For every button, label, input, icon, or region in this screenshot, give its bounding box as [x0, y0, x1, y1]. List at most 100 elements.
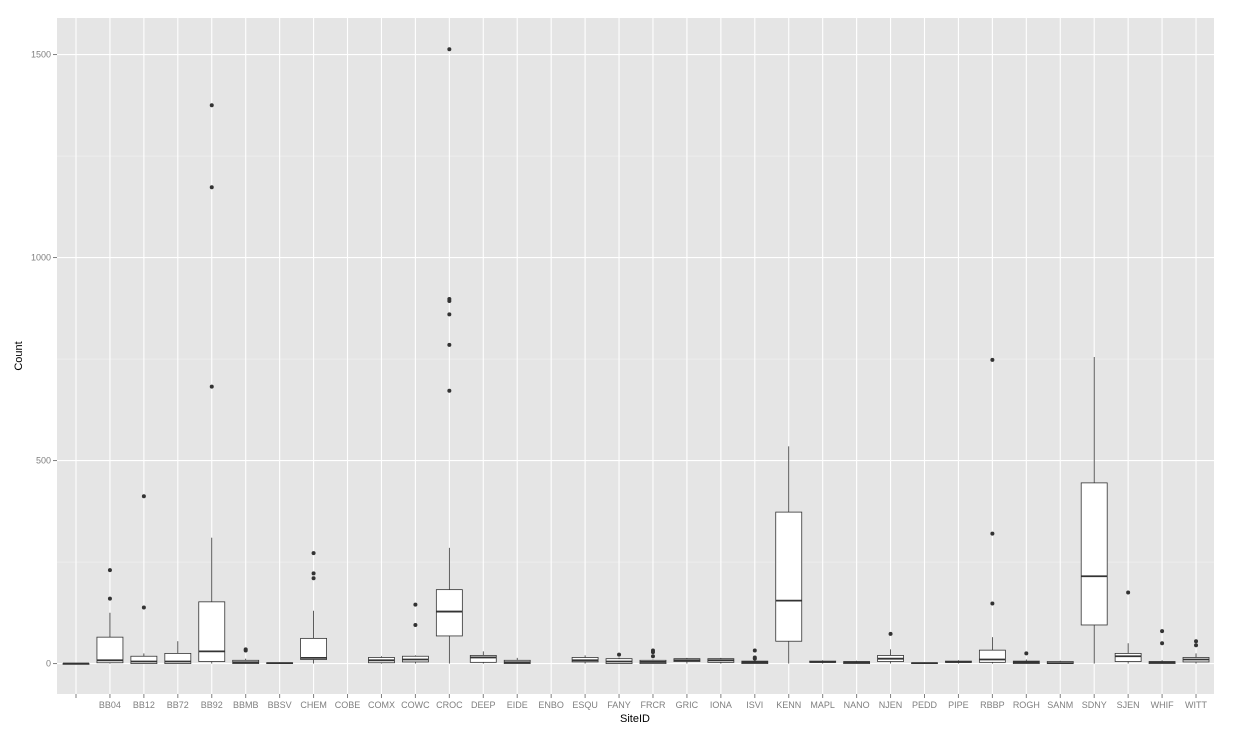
box-body	[435, 589, 463, 637]
box-isvi	[741, 648, 769, 664]
outlier-point	[413, 602, 418, 607]
x-tick-label: EIDE	[507, 700, 528, 710]
box-body	[198, 601, 226, 662]
box-comx	[368, 656, 395, 664]
outlier-point	[107, 568, 112, 573]
outlier-point	[752, 655, 757, 660]
box-pipe	[945, 660, 972, 664]
y-axis-title: Count	[13, 341, 25, 370]
boxes	[62, 47, 1210, 665]
outlier-point	[1160, 641, 1165, 646]
y-tick-label: 1500	[31, 50, 51, 60]
box-gric	[673, 657, 701, 664]
x-tick-label: WHIF	[1151, 700, 1174, 710]
box-bbsv	[266, 662, 294, 665]
y-tick-label: 500	[36, 456, 51, 466]
box-esqu	[571, 655, 599, 664]
box-bb72	[164, 641, 192, 664]
outlier-point	[141, 605, 146, 610]
x-tick-label: RBBP	[980, 700, 1005, 710]
x-tick-label: BB72	[167, 700, 189, 710]
box-chem	[300, 551, 327, 664]
x-tick-label: FANY	[607, 700, 631, 710]
outlier-point	[447, 388, 452, 393]
plot-panel	[57, 18, 1214, 694]
box-body	[164, 652, 192, 664]
x-tick-label: IONA	[710, 700, 732, 710]
outlier-point	[617, 652, 622, 657]
box-kenn	[775, 446, 803, 664]
x-tick-label: KENN	[776, 700, 801, 710]
box-body	[469, 655, 497, 663]
outlier-point	[311, 551, 316, 556]
x-tick-label: ENBO	[538, 700, 564, 710]
outlier-point	[888, 631, 893, 636]
box-witt	[1182, 639, 1210, 664]
outlier-point	[311, 576, 316, 581]
box-body	[300, 637, 327, 660]
outlier-point	[1024, 651, 1029, 656]
x-tick-label: DEEP	[471, 700, 496, 710]
x-tick-label: WITT	[1185, 700, 1207, 710]
box-eide	[503, 657, 531, 664]
box-frcr	[639, 648, 667, 664]
x-tick-label: BBMB	[233, 700, 259, 710]
outlier-point	[990, 601, 995, 606]
x-axis-title: SiteID	[620, 713, 650, 725]
outlier-point	[752, 648, 757, 653]
box-nano	[843, 660, 871, 664]
outlier-point	[990, 531, 995, 536]
box-mapl	[809, 660, 837, 664]
box-croc	[435, 47, 463, 664]
y-tick-label: 0	[46, 659, 51, 669]
outlier-point	[650, 654, 655, 659]
x-tick-label: COMX	[368, 700, 395, 710]
x-tick-label: BB12	[133, 700, 155, 710]
box-pedd	[911, 662, 938, 665]
box-body	[1114, 652, 1142, 662]
outlier-point	[447, 312, 452, 317]
outlier-point	[141, 494, 146, 499]
outlier-point	[1126, 590, 1131, 595]
box-rbbp	[978, 357, 1006, 664]
y-tick-label: 1000	[31, 253, 51, 263]
outlier-point	[107, 596, 112, 601]
box-bb92	[198, 103, 226, 664]
x-axis: BB04 BB12 BB72 BB92 BBMB BBSV CHEM COBE COMX COWC…	[75, 694, 1208, 710]
outlier-point	[243, 647, 248, 652]
outlier-point	[990, 357, 995, 362]
box-body	[130, 655, 158, 664]
x-tick-label: ESQU	[572, 700, 598, 710]
box-njen	[877, 631, 904, 664]
box-whif	[1148, 629, 1176, 664]
x-tick-label: PEDD	[912, 700, 938, 710]
outlier-point	[1194, 639, 1199, 644]
box-cowc	[401, 602, 429, 664]
x-tick-label: NANO	[844, 700, 870, 710]
x-tick-label: CROC	[436, 700, 463, 710]
box-bbmb	[232, 647, 260, 664]
outlier-point	[1194, 643, 1199, 648]
x-tick-label: MAPL	[810, 700, 835, 710]
outlier-point	[1160, 629, 1165, 634]
outlier-point	[447, 47, 452, 52]
x-tick-label: SJEN	[1117, 700, 1140, 710]
box-fany	[605, 652, 633, 664]
outlier-point	[209, 103, 214, 108]
outlier-point	[447, 342, 452, 347]
box-iona	[707, 657, 735, 664]
x-tick-label: SANM	[1047, 700, 1073, 710]
x-tick-label: ROGH	[1013, 700, 1040, 710]
box-bb04	[96, 568, 124, 664]
x-tick-label: BBSV	[268, 700, 292, 710]
x-tick-label: CHEM	[300, 700, 327, 710]
x-tick-label: NJEN	[879, 700, 903, 710]
x-tick-label: BB92	[201, 700, 223, 710]
box-sanm	[1046, 660, 1074, 665]
box-body	[978, 649, 1006, 663]
outlier-point	[209, 384, 214, 389]
box-body	[775, 511, 803, 642]
x-tick-label: ISVI	[746, 700, 763, 710]
x-tick-label: COBE	[335, 700, 361, 710]
